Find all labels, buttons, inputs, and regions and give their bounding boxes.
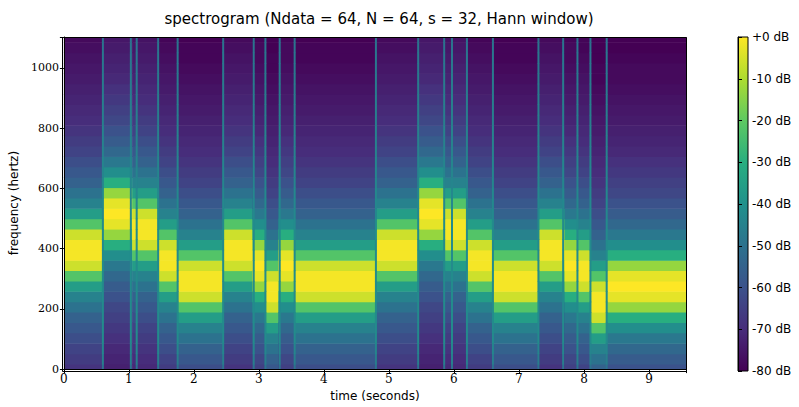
svg-text:400: 400 [38,242,59,255]
svg-text:-10 dB: -10 dB [752,72,791,86]
svg-text:-50 dB: -50 dB [752,239,791,253]
svg-text:spectrogram (Ndata = 64, N = 6: spectrogram (Ndata = 64, N = 64, s = 32,… [164,10,593,28]
svg-text:9: 9 [645,372,653,386]
svg-text:-80 dB: -80 dB [752,364,791,378]
svg-text:1: 1 [125,372,133,386]
svg-text:5: 5 [385,372,393,386]
svg-text:7: 7 [515,372,523,386]
svg-text:600: 600 [38,182,59,195]
svg-text:-20 dB: -20 dB [752,114,791,128]
svg-text:8: 8 [580,372,588,386]
svg-text:6: 6 [450,372,458,386]
svg-text:1000: 1000 [31,61,59,74]
svg-text:frequency (hertz): frequency (hertz) [7,151,21,255]
svg-text:3: 3 [255,372,263,386]
svg-text:0: 0 [60,372,68,386]
svg-text:200: 200 [38,302,59,315]
svg-text:800: 800 [38,122,59,135]
svg-text:0: 0 [52,363,59,376]
svg-text:2: 2 [190,372,198,386]
svg-text:-30 dB: -30 dB [752,155,791,169]
svg-text:-60 dB: -60 dB [752,281,791,295]
svg-text:+0 dB: +0 dB [752,30,789,44]
svg-text:-40 dB: -40 dB [752,197,791,211]
svg-text:time (seconds): time (seconds) [330,389,419,403]
svg-text:-70 dB: -70 dB [752,322,791,336]
svg-text:4: 4 [320,372,328,386]
